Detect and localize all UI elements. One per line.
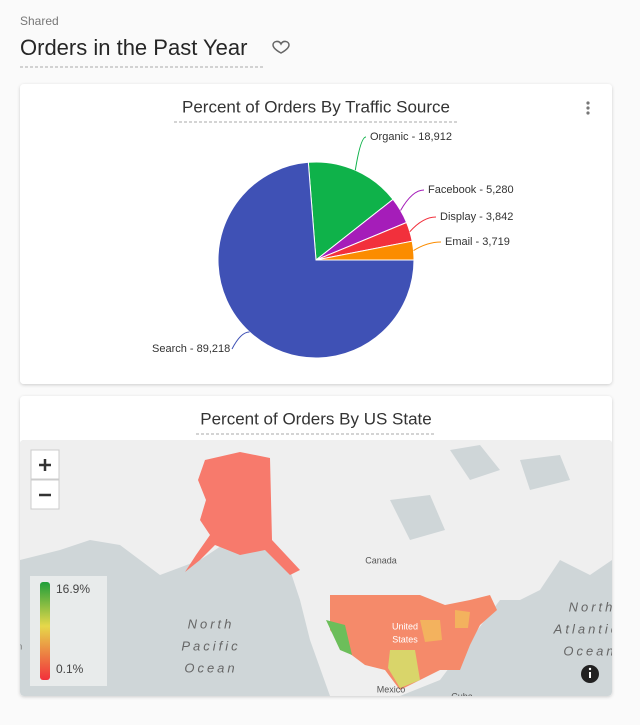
- legend-min: 0.1%: [56, 662, 84, 676]
- map-label: Mexico: [377, 684, 406, 694]
- map-label: Atlantic: [553, 621, 621, 636]
- slice-label: Organic - 18,912: [370, 131, 452, 143]
- us-state: [326, 620, 352, 655]
- map-title: Percent of Orders By US State: [200, 409, 431, 428]
- map-label: North: [188, 616, 235, 631]
- map-label: Ocean: [563, 643, 616, 658]
- map-label: United: [392, 621, 418, 631]
- map-label: Pacific: [181, 638, 240, 653]
- info-button[interactable]: [581, 665, 599, 683]
- legend-gradient: [40, 582, 50, 680]
- slice-label: Facebook - 5,280: [428, 184, 514, 196]
- page-title: Orders in the Past Year: [20, 35, 247, 60]
- leader-line: [354, 136, 367, 171]
- water: [390, 445, 570, 540]
- zoom-out[interactable]: [30, 479, 60, 510]
- legend-max: 16.9%: [56, 582, 90, 596]
- zoom-in[interactable]: [30, 449, 60, 480]
- map-label: Cuba: [451, 691, 473, 701]
- breadcrumb: Shared: [20, 14, 59, 28]
- map-label: Canada: [365, 555, 397, 565]
- leader-line: [413, 241, 442, 251]
- favorite-button[interactable]: [272, 40, 290, 54]
- alaska: [185, 452, 300, 575]
- slice-label: Email - 3,719: [445, 236, 510, 248]
- pie: Organic - 18,912 Facebook - 5,280 Display …: [152, 131, 514, 359]
- slice-label: Display - 3,842: [440, 211, 513, 223]
- us-state: [388, 650, 420, 688]
- map-label: Japan: [0, 641, 22, 651]
- map: Canada North Pacific Ocean United States Mexic…: [0, 440, 621, 701]
- chart-title: Percent of Orders By Traffic Source: [182, 97, 450, 116]
- slice-label: Search - 89,218: [152, 343, 230, 355]
- leader-line: [231, 331, 250, 350]
- menu-button[interactable]: [586, 101, 590, 115]
- us-state: [420, 610, 470, 642]
- map-label: States: [392, 634, 418, 644]
- map-label: Ocean: [184, 660, 237, 675]
- map-label: North: [569, 599, 616, 614]
- leader-line: [409, 216, 437, 233]
- leader-line: [400, 189, 425, 211]
